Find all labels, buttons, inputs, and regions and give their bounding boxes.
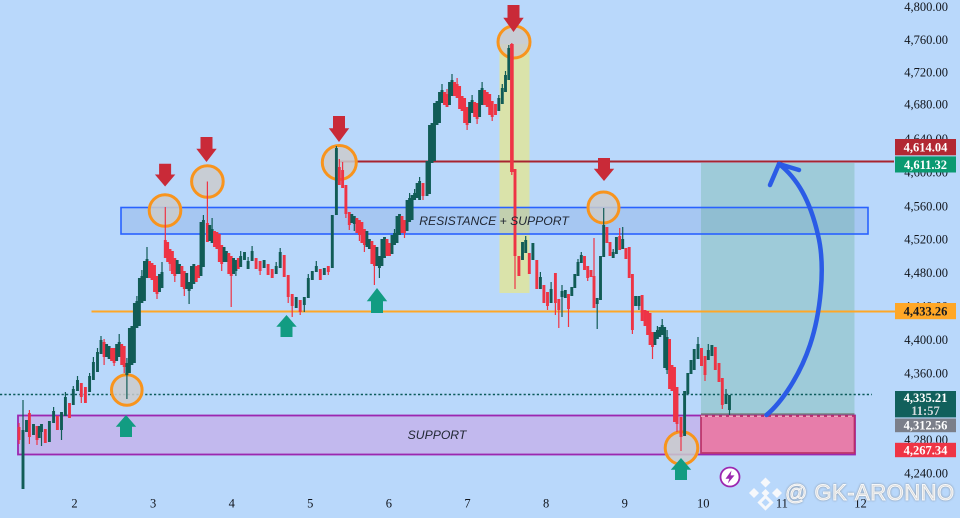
svg-text:12: 12 (854, 497, 867, 511)
svg-text:11:57: 11:57 (911, 404, 939, 418)
svg-text:4,433.26: 4,433.26 (904, 304, 948, 318)
svg-text:4,520.00: 4,520.00 (904, 233, 948, 247)
svg-text:9: 9 (622, 497, 628, 511)
svg-text:4,400.00: 4,400.00 (904, 333, 948, 347)
svg-text:4,760.00: 4,760.00 (904, 33, 948, 47)
svg-text:4,480.00: 4,480.00 (904, 266, 948, 280)
svg-text:4,267.34: 4,267.34 (904, 443, 949, 457)
svg-text:8: 8 (543, 497, 549, 511)
svg-text:6: 6 (386, 497, 392, 511)
svg-text:4,312.56: 4,312.56 (904, 419, 948, 433)
svg-text:4,335.21: 4,335.21 (904, 391, 948, 405)
svg-text:11: 11 (776, 497, 788, 511)
svg-text:5: 5 (307, 497, 313, 511)
svg-text:4,560.00: 4,560.00 (904, 200, 948, 214)
svg-text:4,680.00: 4,680.00 (904, 98, 948, 112)
svg-text:@ GK-ARONNO: @ GK-ARONNO (785, 480, 955, 505)
svg-text:4,800.00: 4,800.00 (904, 0, 948, 14)
svg-text:7: 7 (464, 497, 470, 511)
svg-text:2: 2 (71, 497, 77, 511)
svg-text:4,614.04: 4,614.04 (904, 141, 949, 155)
svg-text:4,611.32: 4,611.32 (904, 158, 947, 172)
svg-text:SUPPORT: SUPPORT (408, 428, 468, 442)
svg-text:4,720.00: 4,720.00 (904, 66, 948, 80)
svg-text:4,240.00: 4,240.00 (904, 467, 948, 481)
svg-text:3: 3 (150, 497, 156, 511)
svg-text:10: 10 (697, 497, 710, 511)
svg-text:4,360.00: 4,360.00 (904, 367, 948, 381)
svg-text:RESISTANCE + SUPPORT: RESISTANCE + SUPPORT (419, 214, 570, 228)
svg-text:4: 4 (229, 497, 236, 511)
